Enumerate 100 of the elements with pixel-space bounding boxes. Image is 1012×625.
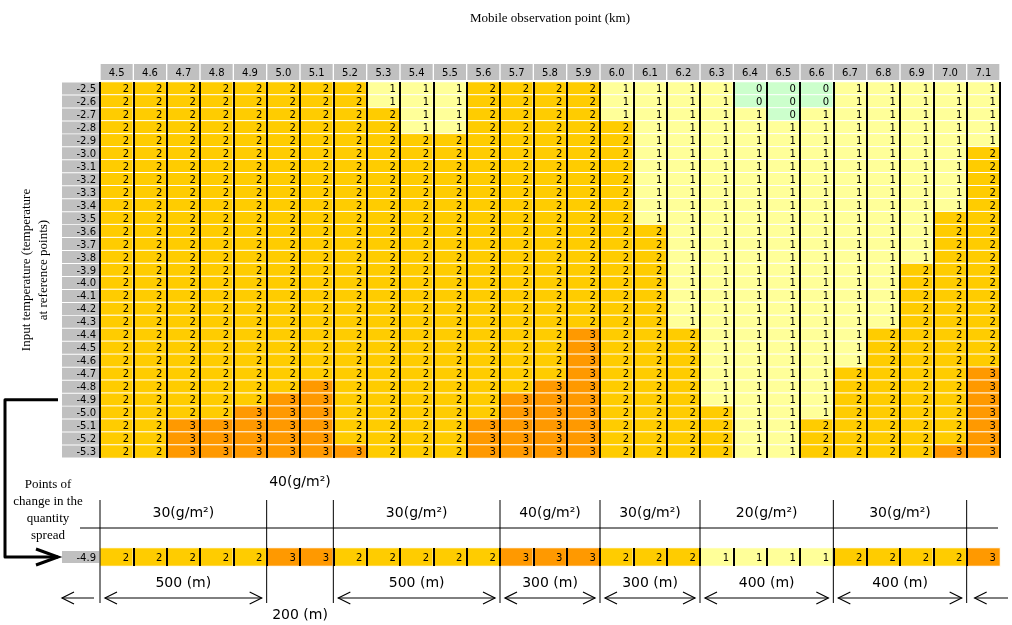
data-label: 3 bbox=[556, 381, 563, 393]
data-label: 2 bbox=[489, 316, 496, 328]
data-label: 2 bbox=[289, 316, 296, 328]
data-label: 2 bbox=[156, 329, 163, 341]
data-label: 3 bbox=[522, 446, 530, 458]
data-label: 2 bbox=[256, 147, 263, 159]
data-label: 1 bbox=[856, 160, 863, 172]
data-label: 3 bbox=[956, 446, 963, 458]
data-label: 1 bbox=[922, 95, 930, 107]
data-label: 2 bbox=[556, 160, 563, 172]
x-tick-label: 5.5 bbox=[442, 66, 458, 78]
data-label: 2 bbox=[656, 420, 663, 432]
data-label: 2 bbox=[389, 394, 396, 406]
data-label: 1 bbox=[789, 316, 796, 328]
data-label: 2 bbox=[989, 303, 996, 315]
data-label: 2 bbox=[922, 551, 930, 563]
data-label: 1 bbox=[922, 121, 930, 133]
data-label: 2 bbox=[189, 108, 196, 120]
data-label: 1 bbox=[756, 329, 763, 341]
data-label: 1 bbox=[689, 134, 696, 146]
data-label: 3 bbox=[589, 355, 596, 367]
data-label: 2 bbox=[956, 251, 963, 263]
data-label: 2 bbox=[589, 238, 596, 250]
text: 200 (m) bbox=[272, 606, 328, 622]
data-label: 1 bbox=[889, 251, 896, 263]
data-label: 2 bbox=[222, 316, 230, 328]
data-label: 2 bbox=[422, 433, 430, 445]
data-label: 2 bbox=[589, 264, 596, 276]
data-label: 3 bbox=[256, 433, 263, 445]
data-label: 2 bbox=[489, 225, 496, 237]
data-label: 1 bbox=[956, 160, 963, 172]
data-label: 2 bbox=[356, 108, 363, 120]
data-label: 2 bbox=[556, 251, 563, 263]
data-label: 2 bbox=[656, 329, 663, 341]
data-label: 2 bbox=[556, 212, 563, 224]
data-label: 1 bbox=[656, 173, 663, 185]
data-label: 1 bbox=[822, 394, 830, 406]
data-label: 2 bbox=[689, 551, 696, 563]
data-label: 1 bbox=[956, 186, 963, 198]
data-label: 2 bbox=[256, 290, 263, 302]
data-label: 2 bbox=[556, 355, 563, 367]
data-label: 2 bbox=[289, 342, 296, 354]
data-label: 1 bbox=[822, 381, 830, 393]
data-label: 2 bbox=[156, 160, 163, 172]
data-label: 2 bbox=[489, 160, 496, 172]
data-label: 2 bbox=[956, 433, 963, 445]
data-label: 1 bbox=[822, 160, 830, 172]
data-label: 2 bbox=[689, 446, 696, 458]
data-label: 2 bbox=[156, 212, 163, 224]
data-label: 2 bbox=[322, 212, 330, 224]
data-label: 1 bbox=[822, 225, 830, 237]
data-label: 1 bbox=[856, 186, 863, 198]
data-label: 3 bbox=[256, 407, 263, 419]
data-label: 1 bbox=[689, 199, 696, 211]
data-label: 1 bbox=[856, 199, 863, 211]
y-tick-label: -5.2 bbox=[76, 433, 96, 445]
data-label: 2 bbox=[656, 290, 663, 302]
data-label: 2 bbox=[256, 238, 263, 250]
data-label: 3 bbox=[989, 446, 996, 458]
data-label: 2 bbox=[556, 316, 563, 328]
data-label: 2 bbox=[856, 368, 863, 380]
data-label: 2 bbox=[622, 342, 630, 354]
data-label: 2 bbox=[389, 446, 396, 458]
data-label: 1 bbox=[656, 160, 663, 172]
data-label: 2 bbox=[589, 82, 596, 94]
data-label: 1 bbox=[656, 108, 663, 120]
data-label: 2 bbox=[456, 355, 463, 367]
data-label: 2 bbox=[522, 355, 530, 367]
x-tick-label: 6.6 bbox=[808, 66, 825, 78]
data-label: 3 bbox=[522, 407, 530, 419]
data-label: 2 bbox=[322, 199, 330, 211]
data-label: 1 bbox=[889, 121, 896, 133]
data-label: 3 bbox=[322, 394, 330, 406]
data-label: 1 bbox=[422, 95, 430, 107]
data-label: 2 bbox=[189, 355, 196, 367]
data-label: 2 bbox=[489, 212, 496, 224]
data-label: 2 bbox=[589, 251, 596, 263]
y-tick-label: -5.0 bbox=[76, 407, 96, 419]
annotation: 300 (m) bbox=[622, 574, 678, 590]
data-label: 2 bbox=[989, 186, 996, 198]
data-label: 2 bbox=[622, 290, 630, 302]
data-label: 2 bbox=[956, 551, 963, 563]
data-label: 2 bbox=[822, 446, 830, 458]
y-tick-label: -4.3 bbox=[76, 316, 96, 328]
data-label: 2 bbox=[956, 316, 963, 328]
annotation: Points of change in the quantity spread bbox=[13, 475, 83, 542]
data-label: 2 bbox=[356, 160, 363, 172]
data-label: 2 bbox=[522, 173, 530, 185]
data-label: 2 bbox=[289, 95, 296, 107]
data-label: 2 bbox=[422, 212, 430, 224]
data-label: 1 bbox=[956, 108, 963, 120]
data-label: 2 bbox=[722, 407, 730, 419]
y-tick-label: -2.9 bbox=[76, 134, 96, 146]
data-label: 2 bbox=[989, 316, 996, 328]
data-label: 2 bbox=[289, 251, 296, 263]
data-label: 2 bbox=[122, 186, 130, 198]
data-label: 1 bbox=[422, 121, 430, 133]
y-tick-label: -3.3 bbox=[76, 186, 96, 198]
data-label: 1 bbox=[856, 316, 863, 328]
data-label: 2 bbox=[656, 238, 663, 250]
